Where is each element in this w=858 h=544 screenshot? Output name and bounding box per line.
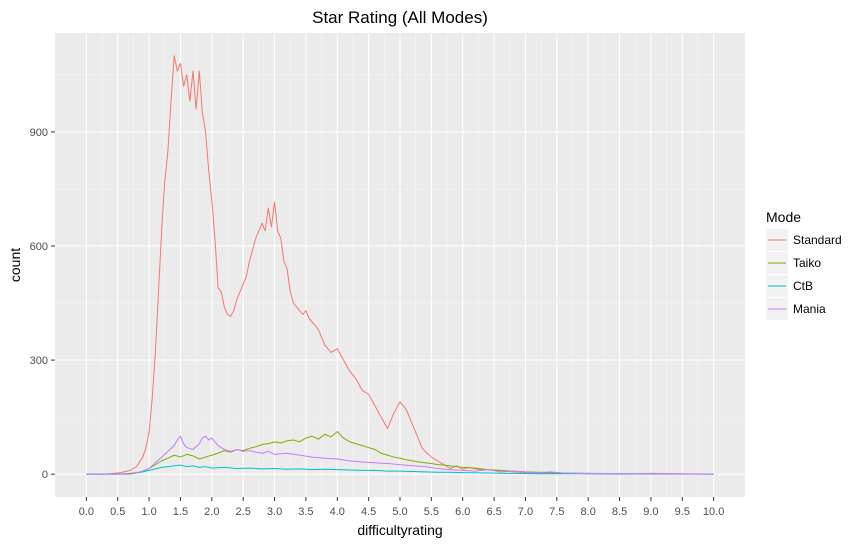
x-tick-label: 4.5 bbox=[361, 506, 376, 518]
x-tick-label: 1.5 bbox=[173, 506, 188, 518]
x-tick-label: 4.0 bbox=[330, 506, 345, 518]
y-tick-label: 900 bbox=[30, 127, 48, 139]
y-tick-label: 300 bbox=[30, 355, 48, 367]
legend-item-standard: Standard bbox=[766, 229, 842, 251]
x-tick-label: 3.5 bbox=[298, 506, 313, 518]
y-tick-label: 0 bbox=[42, 469, 48, 481]
x-tick-label: 9.0 bbox=[643, 506, 658, 518]
x-axis: 0.0 0.5 1.0 1.5 2.0 2.5 3.0 3.5 4.0 4.5 5.0 5.5 6.0 6… bbox=[79, 497, 724, 518]
legend-title: Mode bbox=[766, 209, 801, 225]
y-axis-title: count bbox=[7, 248, 23, 282]
legend-label: Mania bbox=[793, 302, 826, 316]
x-tick-label: 3.0 bbox=[267, 506, 282, 518]
x-tick-label: 0.5 bbox=[110, 506, 125, 518]
x-tick-label: 8.0 bbox=[581, 506, 596, 518]
legend-label: CtB bbox=[793, 279, 813, 293]
x-tick-label: 7.0 bbox=[518, 506, 533, 518]
series-lines bbox=[86, 55, 714, 475]
x-axis-title: difficultyrating bbox=[357, 522, 442, 538]
series-line-taiko bbox=[86, 431, 714, 475]
x-tick-label: 6.0 bbox=[455, 506, 470, 518]
x-tick-label: 5.5 bbox=[424, 506, 439, 518]
x-tick-label: 1.0 bbox=[141, 506, 156, 518]
x-tick-label: 8.5 bbox=[612, 506, 627, 518]
legend-label: Taiko bbox=[793, 256, 821, 270]
legend-item-mania: Mania bbox=[766, 298, 826, 320]
x-tick-label: 5.0 bbox=[392, 506, 407, 518]
legend-label: Standard bbox=[793, 233, 842, 247]
y-axis: 0 300 600 900 bbox=[30, 127, 55, 481]
legend-items: Standard Taiko CtB Mania bbox=[766, 229, 842, 320]
chart-title: Star Rating (All Modes) bbox=[312, 8, 488, 27]
legend-item-taiko: Taiko bbox=[766, 252, 821, 274]
x-tick-label: 2.0 bbox=[204, 506, 219, 518]
series-line-ctb bbox=[86, 464, 714, 475]
x-tick-label: 10.0 bbox=[703, 506, 724, 518]
x-tick-label: 9.5 bbox=[675, 506, 690, 518]
x-tick-label: 7.5 bbox=[549, 506, 564, 518]
legend-item-ctb: CtB bbox=[766, 275, 813, 297]
series-line-mania bbox=[86, 435, 714, 475]
x-tick-label: 6.5 bbox=[486, 506, 501, 518]
x-tick-label: 2.5 bbox=[236, 506, 251, 518]
y-tick-label: 600 bbox=[30, 241, 48, 253]
major-grid bbox=[55, 33, 745, 497]
legend: Mode Standard Taiko CtB Mania bbox=[766, 209, 842, 320]
x-tick-label: 0.0 bbox=[79, 506, 94, 518]
